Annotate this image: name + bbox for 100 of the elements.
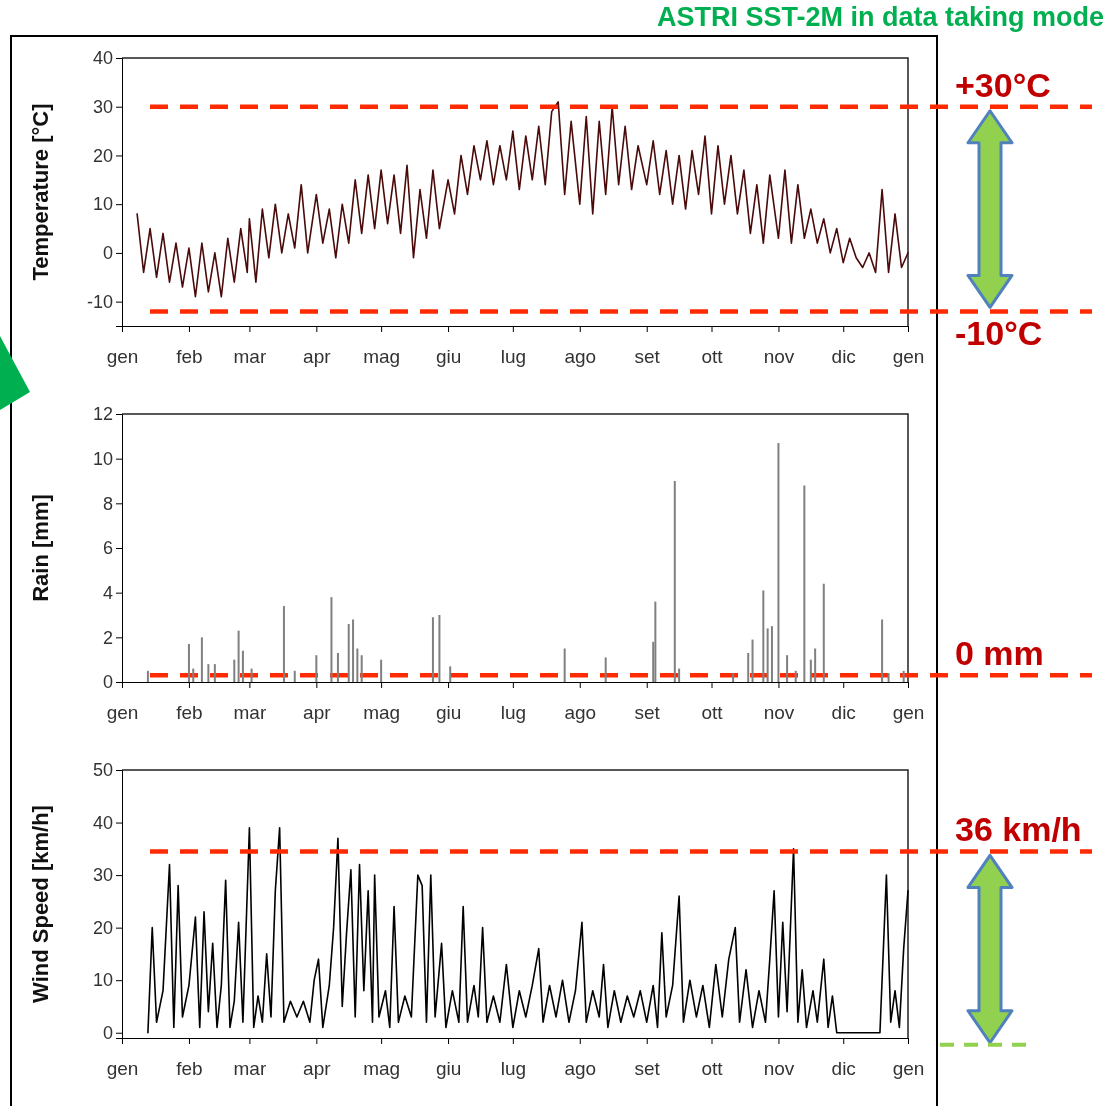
x-tick-label: mag <box>363 702 401 724</box>
bar <box>250 668 253 682</box>
x-tick-label: feb <box>176 1058 203 1080</box>
x-tick-label: apr <box>303 346 332 368</box>
bar <box>732 673 735 682</box>
y-tick-label: 20 <box>92 145 113 166</box>
y-tick-label: 0 <box>102 243 113 264</box>
x-tick-label: gen <box>892 702 925 724</box>
x-tick-label: mar <box>233 346 267 368</box>
y-tick-label: 50 <box>92 760 113 781</box>
bar <box>352 619 355 682</box>
y-tick-label: 12 <box>92 404 113 425</box>
bar <box>233 659 236 682</box>
x-tick-label: set <box>634 702 661 724</box>
bar <box>678 668 681 682</box>
bar <box>213 664 216 682</box>
bar <box>887 673 890 682</box>
bar <box>604 657 607 682</box>
y-tick-label: 8 <box>102 493 113 514</box>
x-tick-label: dic <box>831 1058 856 1080</box>
x-tick-label: nov <box>763 1058 795 1080</box>
bar <box>747 652 750 682</box>
x-tick-label: ago <box>564 346 597 368</box>
bar <box>146 670 149 682</box>
x-tick-label: set <box>634 1058 661 1080</box>
x-tick-label: ott <box>701 346 724 368</box>
x-tick-label: ott <box>701 1058 724 1080</box>
bar <box>336 652 339 682</box>
y-tick-label: 2 <box>102 627 113 648</box>
y-tick-label: -10 <box>86 291 113 312</box>
y-tick-label: 40 <box>92 812 113 833</box>
x-tick-label: ago <box>564 1058 597 1080</box>
x-tick-label: nov <box>763 346 795 368</box>
x-tick-label: dic <box>831 702 856 724</box>
bar <box>777 443 780 682</box>
line-series <box>147 827 909 1034</box>
bar <box>200 637 203 682</box>
bar <box>809 659 812 682</box>
y-tick-label: 30 <box>92 96 113 117</box>
y-tick-label: 0 <box>102 1023 113 1044</box>
bar <box>803 485 806 682</box>
ref-line-label: 0 mm <box>955 634 1044 673</box>
ref-line-label: -10°C <box>955 314 1043 353</box>
y-axis-title: Temperature [°C] <box>28 103 53 281</box>
x-tick-label: feb <box>176 702 203 724</box>
bar <box>438 615 441 682</box>
bar <box>315 655 318 682</box>
line-series <box>136 101 909 298</box>
y-axis-title: Rain [mm] <box>28 494 53 602</box>
x-tick-label: ago <box>564 702 597 724</box>
x-tick-label: mag <box>363 1058 401 1080</box>
bar <box>673 481 676 682</box>
x-tick-label: mag <box>363 346 401 368</box>
y-axis-title: Wind Speed [km/h] <box>28 805 53 1003</box>
ref-line-label: 36 km/h <box>955 810 1082 849</box>
ref-line-label: +30°C <box>955 65 1051 104</box>
bar <box>192 668 195 682</box>
x-tick-label: apr <box>303 702 332 724</box>
bar <box>822 583 825 682</box>
y-tick-label: 10 <box>92 970 113 991</box>
bar <box>902 670 905 682</box>
bar <box>330 597 333 682</box>
bar <box>762 590 765 682</box>
x-tick-label: gen <box>106 346 139 368</box>
y-tick-label: 10 <box>92 448 113 469</box>
bar <box>563 648 566 682</box>
x-tick-label: gen <box>106 1058 139 1080</box>
bar <box>881 619 884 682</box>
bar <box>360 655 363 682</box>
bar <box>293 670 296 682</box>
x-tick-label: lug <box>500 346 527 368</box>
x-tick-label: gen <box>106 702 139 724</box>
y-tick-label: 10 <box>92 194 113 215</box>
x-tick-label: giu <box>435 1058 462 1080</box>
y-tick-label: 40 <box>92 48 113 69</box>
y-tick-label: 20 <box>92 917 113 938</box>
x-tick-label: giu <box>435 346 462 368</box>
bar <box>766 628 769 682</box>
bar <box>786 655 789 682</box>
bar <box>237 630 240 682</box>
x-tick-label: mar <box>233 702 267 724</box>
bar <box>770 626 773 682</box>
y-tick-label: 0 <box>102 672 113 693</box>
x-tick-label: gen <box>892 346 925 368</box>
y-tick-label: 6 <box>102 538 113 559</box>
bar <box>380 659 383 682</box>
x-tick-label: gen <box>892 1058 925 1080</box>
bar <box>347 623 350 682</box>
x-tick-label: lug <box>500 702 527 724</box>
text: ASTRI SST-2M in data taking mode <box>656 2 1104 32</box>
y-tick-label: 4 <box>102 582 113 603</box>
bar <box>207 664 210 682</box>
bar <box>187 644 190 682</box>
x-tick-label: feb <box>176 346 203 368</box>
bar <box>431 617 434 682</box>
bar <box>282 606 285 682</box>
x-tick-label: apr <box>303 1058 332 1080</box>
x-tick-label: mar <box>233 1058 267 1080</box>
bar <box>356 648 359 682</box>
x-tick-label: ott <box>701 702 724 724</box>
